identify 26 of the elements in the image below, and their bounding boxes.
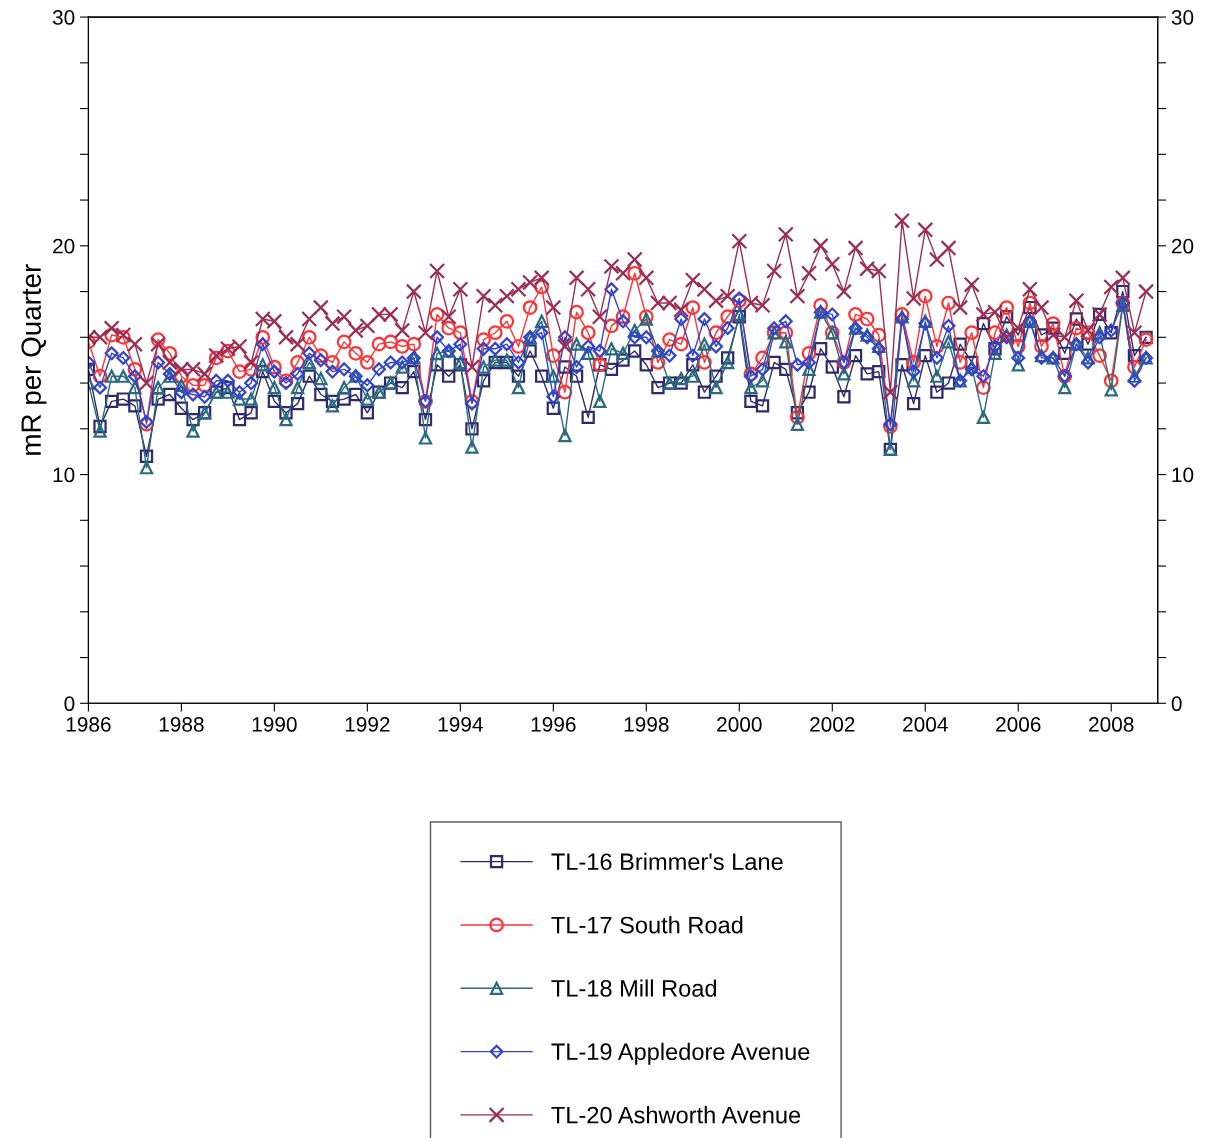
x-tick-label: 2006	[996, 717, 1041, 732]
x-tick-label: 1996	[531, 717, 576, 732]
legend-label: TL-18 Mill Road	[551, 979, 717, 997]
y-axis-title: mR per Quarter	[21, 264, 47, 455]
legend-label: TL-20 Ashworth Avenue	[551, 1106, 801, 1124]
x-tick-label: 2008	[1089, 717, 1134, 732]
y2-tick-label: 0	[1171, 696, 1182, 712]
x-tick-label: 1998	[624, 717, 669, 732]
x-tick-label: 1988	[159, 717, 204, 732]
x-tick-label: 1992	[345, 717, 390, 732]
y-tick-label: 30	[52, 10, 75, 25]
x-tick-label: 2004	[903, 717, 948, 732]
y2-tick-label: 20	[1171, 238, 1194, 254]
legend-label: TL-16 Brimmer's Lane	[551, 852, 783, 871]
x-tick-label: 1986	[66, 717, 111, 732]
y2-tick-label: 10	[1172, 467, 1194, 483]
x-tick-label: 1994	[438, 717, 483, 732]
y-tick-label: 10	[53, 467, 75, 483]
y-tick-label: 20	[53, 238, 75, 254]
y2-tick-label: 30	[1171, 10, 1194, 25]
y-tick-label: 0	[64, 696, 75, 712]
x-tick-label: 1990	[252, 717, 297, 732]
legend-label: TL-17 South Road	[551, 916, 743, 934]
x-tick-label: 2000	[717, 717, 762, 732]
legend-label: TL-19 Appledore Avenue	[551, 1042, 810, 1065]
x-tick-label: 2002	[810, 717, 855, 732]
